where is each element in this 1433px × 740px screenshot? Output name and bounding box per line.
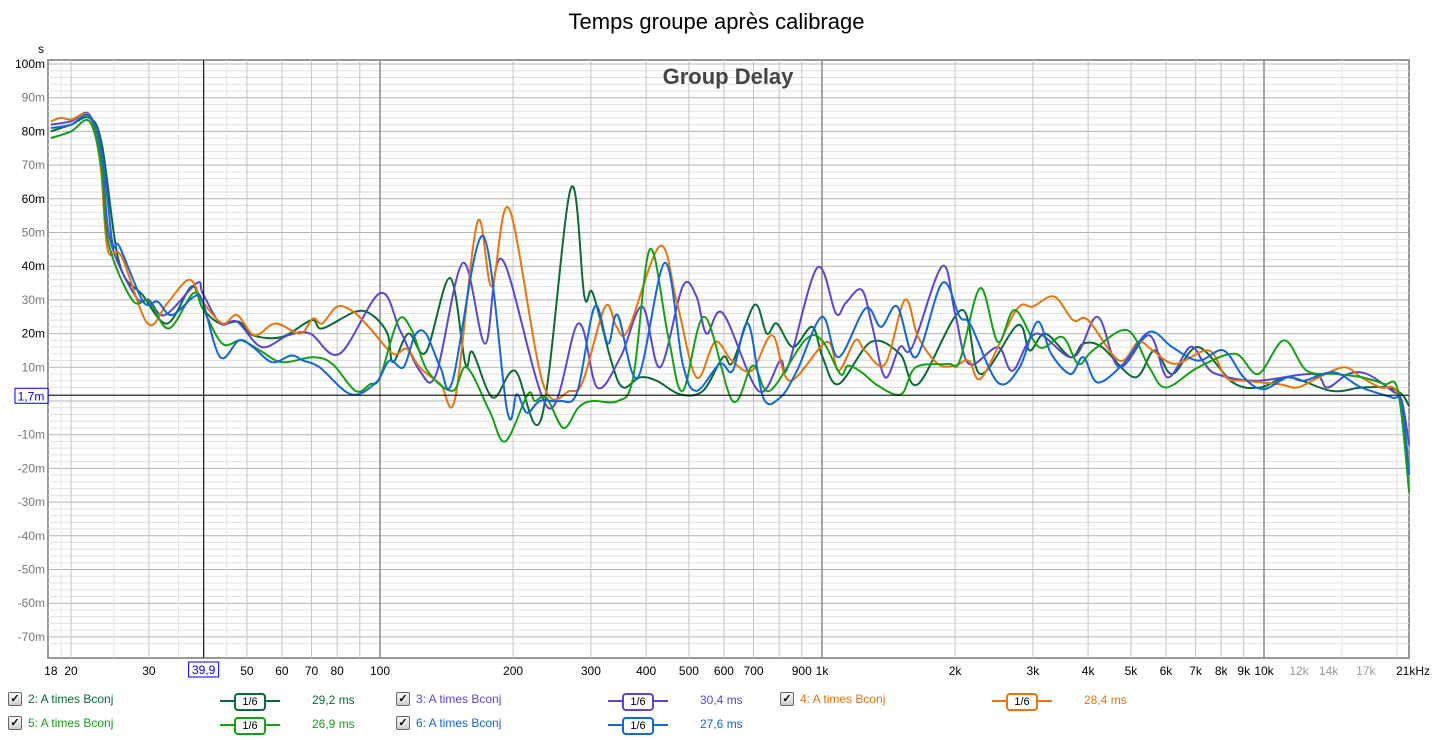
x-tick-label: 3k [1027,664,1041,678]
x-tick-label: 7k [1189,664,1203,678]
y-tick-label: 20m [22,327,45,341]
x-tick-label: 300 [581,664,601,678]
y-tick-label: -30m [18,495,45,509]
x-tick-label: 20 [64,664,78,678]
legend-item-2: ✓ 3: A times Bconj [396,692,501,706]
smoothing-label: 1/6 [234,693,266,711]
series-name: 6: A times Bconj [416,716,502,730]
cursor-x-label: 39,9 [192,663,216,677]
x-tick-label: 12k [1289,664,1309,678]
legend-item-5: ✓ 6: A times Bconj [396,716,501,730]
x-tick-label: 6k [1160,664,1174,678]
series-checkbox[interactable]: ✓ [8,716,22,730]
series-lines [50,111,1411,493]
x-tick-label: 18 [44,664,58,678]
series-line-3 [50,112,1411,469]
smoothing-button[interactable]: 1/6 [220,716,280,735]
y-tick-label: 10m [22,360,45,374]
series-checkbox[interactable]: ✓ [8,692,22,706]
chart-subtitle: Group Delay [663,64,795,89]
smoothing-label: 1/6 [622,717,654,735]
smoothing-label: 1/6 [234,717,266,735]
y-tick-label: 70m [22,158,45,172]
series-line-4 [50,119,1411,493]
legend-item-1: ✓ 2: A times Bconj [8,692,113,706]
series-value: 26,9 ms [312,717,355,731]
y-tick-label: 40m [22,259,45,273]
x-tick-label: 9k [1237,664,1251,678]
x-tick-label: 8k [1215,664,1229,678]
chart-title: Temps groupe après calibrage [568,9,865,34]
y-axis-unit: s [38,42,44,56]
series-value: 30,4 ms [700,693,743,707]
smoothing-button[interactable]: 1/6 [220,692,280,711]
cursor-y-box [14,387,49,404]
y-tick-label: -70m [18,630,45,644]
series-value: 27,6 ms [700,717,743,731]
x-tick-label: 1k [816,664,830,678]
y-tick-label: 100m [15,57,45,71]
legend-item-4: ✓ 5: A times Bconj [8,716,113,730]
x-tick-label: 17k [1356,664,1376,678]
x-tick-label: 60 [275,664,289,678]
smoothing-label: 1/6 [622,693,654,711]
x-tick-label: 5k [1125,664,1139,678]
x-tick-label: 600 [714,664,734,678]
x-tick-label: 10k [1254,664,1274,678]
y-tick-label: 50m [22,226,45,240]
x-tick-label: 30 [142,664,156,678]
y-tick-label: -60m [18,596,45,610]
smoothing-button[interactable]: 1/6 [608,716,668,735]
series-line-2 [50,111,1411,445]
x-tick-label: 100 [370,664,390,678]
x-tick-label: 200 [503,664,523,678]
series-checkbox[interactable]: ✓ [396,692,410,706]
series-name: 2: A times Bconj [28,692,114,706]
x-tick-label: 900 [792,664,812,678]
smoothing-label: 1/6 [1006,693,1038,711]
x-tick-label: 70 [305,664,319,678]
cursor: 39,9 1,7m [14,60,1409,678]
x-tick-label: 14k [1319,664,1339,678]
legend-item-3: ✓ 4: A times Bconj [780,692,885,706]
smoothing-button[interactable]: 1/6 [992,692,1052,711]
series-checkbox[interactable]: ✓ [780,692,794,706]
series-name: 3: A times Bconj [416,692,502,706]
x-tick-label: 2k [949,664,963,678]
x-tick-label: 500 [679,664,699,678]
cursor-x-box [188,661,220,678]
series-value: 29,2 ms [312,693,355,707]
series-name: 5: A times Bconj [28,716,114,730]
y-tick-label: 60m [22,192,45,206]
y-tick-label: 80m [22,124,45,138]
y-tick-label: -40m [18,529,45,543]
y-tick-label: 90m [22,91,45,105]
smoothing-button[interactable]: 1/6 [608,692,668,711]
y-tick-label: -50m [18,563,45,577]
x-tick-label: 80 [330,664,344,678]
series-line-5 [50,113,1411,476]
series-value: 28,4 ms [1084,693,1127,707]
cursor-y-label: 1,7m [18,389,45,403]
x-tick-label: 400 [636,664,656,678]
y-tick-label: 30m [22,293,45,307]
x-tick-label: 4k [1082,664,1096,678]
x-tick-label: 50 [240,664,254,678]
y-tick-label: -20m [18,461,45,475]
series-name: 4: A times Bconj [800,692,886,706]
series-checkbox[interactable]: ✓ [396,716,410,730]
x-tick-label: 700 [744,664,764,678]
x-tick-label: 21kHz [1396,664,1430,678]
y-tick-label: -10m [18,428,45,442]
